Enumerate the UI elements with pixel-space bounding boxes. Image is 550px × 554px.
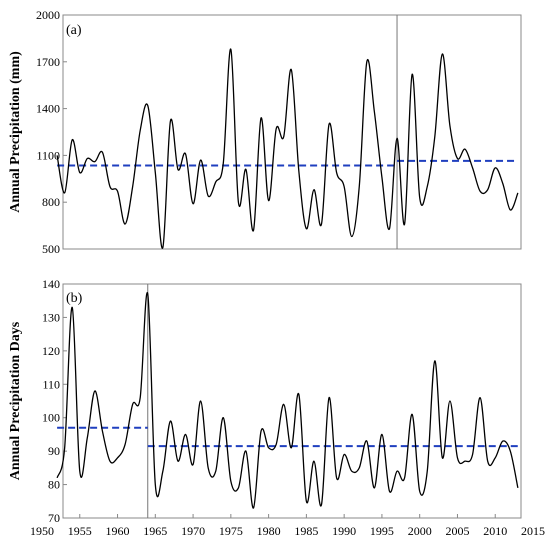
panel-a-y-tick-label: 800	[42, 195, 60, 209]
panel-a-y-tick-label: 500	[42, 242, 60, 256]
panel-b-x-tick-label: 1985	[294, 524, 318, 538]
panel-a-marks	[56, 15, 519, 249]
panel-b-y-tick-label: 130	[42, 310, 60, 324]
panel-b-x-tick-label: 2005	[445, 524, 469, 538]
panel-b-x-tick-label: 1955	[68, 524, 92, 538]
panel-b-y-tick-label: 140	[42, 277, 60, 291]
panel-b-marks	[56, 284, 519, 518]
panel-b-y-tick-label: 100	[42, 411, 60, 425]
panel-b-x-axis: 1950 1955 1960 1965 1970 1975 1980 1985 1990 1995…	[30, 514, 545, 538]
panel-b-x-tick-label: 2010	[483, 524, 507, 538]
panel-a-ylabel: Annual Precipitation (mm)	[8, 51, 23, 213]
panel-b-y-tick-label: 80	[48, 478, 60, 492]
panel-b-x-tick-label: 1995	[370, 524, 394, 538]
panel-b-y-axis: 70 80 90 100 110 120 130 140	[42, 277, 67, 525]
panel-a: Annual Precipitation (mm) (a) 500 800 1100…	[8, 8, 522, 256]
panel-b-x-tick-label: 1960	[106, 524, 130, 538]
panel-b-x-tick-label: 2000	[408, 524, 432, 538]
panel-b-x-tick-label: 1980	[257, 524, 281, 538]
panel-b-frame	[62, 283, 522, 519]
panel-a-y-tick-label: 1400	[36, 102, 60, 116]
panel-b-label: (b)	[66, 291, 83, 306]
panel-b-x-tick-label: 1950	[30, 524, 54, 538]
panel-b-x-tick-label: 1970	[181, 524, 205, 538]
panel-a-y-axis: 500 800 1100 1400 1700 2000	[36, 8, 67, 256]
panel-a-label: (a)	[66, 23, 82, 38]
panel-a-series-line	[56, 48, 519, 249]
panel-b-x-tick-label: 1990	[332, 524, 356, 538]
panel-b-y-tick-label: 120	[42, 344, 60, 358]
panel-a-y-tick-label: 1100	[36, 148, 60, 162]
panel-a-y-tick-label: 1700	[36, 55, 60, 69]
panel-a-y-tick-label: 2000	[36, 8, 60, 22]
panel-b-series-line	[56, 292, 519, 509]
panel-a-frame	[62, 14, 522, 250]
panel-b-x-tick-label: 1965	[143, 524, 167, 538]
panel-b: Annual Precipitation Days (b) 70 80 90 100 1…	[8, 277, 545, 538]
panel-b-y-tick-label: 70	[48, 511, 60, 525]
panel-b-x-tick-label: 2015	[521, 524, 545, 538]
panel-b-y-tick-label: 110	[42, 377, 60, 391]
panel-b-x-tick-label: 1975	[219, 524, 243, 538]
panel-b-ylabel: Annual Precipitation Days	[8, 321, 23, 480]
panel-b-y-tick-label: 90	[48, 444, 60, 458]
